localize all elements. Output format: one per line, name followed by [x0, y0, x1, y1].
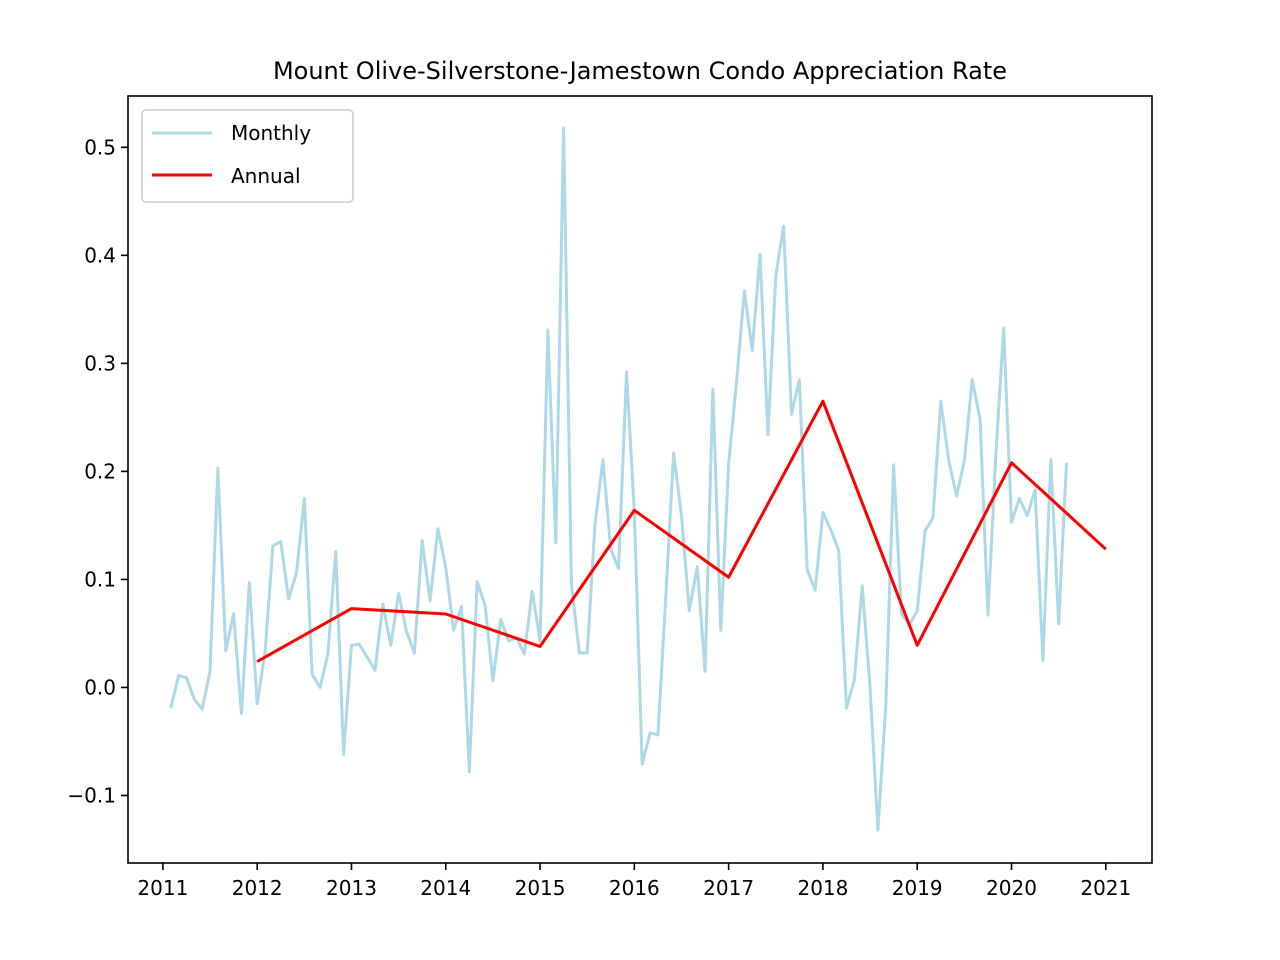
x-tick-label: 2014 — [420, 876, 471, 900]
x-tick-label: 2013 — [326, 876, 377, 900]
y-tick-label: 0.0 — [84, 675, 116, 699]
y-tick-label: 0.2 — [84, 459, 116, 483]
y-tick-label: 0.3 — [84, 351, 116, 375]
series-line-annual — [256, 399, 1107, 663]
plot-frame — [127, 95, 1153, 864]
y-axis: −0.1 0.0 0.1 0.2 0.3 0.4 0.5 — [67, 135, 128, 807]
x-tick-label: 2021 — [1080, 876, 1131, 900]
y-tick-label: 0.5 — [84, 135, 116, 159]
x-tick-label: 2012 — [232, 876, 283, 900]
series-line-monthly — [169, 126, 1068, 832]
y-tick-label: 0.4 — [84, 243, 116, 267]
plot-area — [128, 96, 1152, 863]
x-tick-label: 2011 — [137, 876, 188, 900]
x-axis: 2011 2012 2013 2014 2015 2016 2017 2018 2019 2020… — [137, 863, 1131, 900]
legend: Monthly Annual — [141, 109, 354, 203]
x-tick-label: 2018 — [797, 876, 848, 900]
y-tick-label: −0.1 — [67, 783, 116, 807]
x-tick-label: 2017 — [703, 876, 754, 900]
legend-label-annual: Annual — [231, 164, 301, 188]
x-tick-label: 2020 — [986, 876, 1037, 900]
legend-label-monthly: Monthly — [231, 121, 311, 145]
x-tick-label: 2015 — [515, 876, 566, 900]
y-tick-label: 0.1 — [84, 567, 116, 591]
x-tick-label: 2016 — [609, 876, 660, 900]
chart-title: Mount Olive-Silverstone-Jamestown Condo … — [273, 57, 1007, 85]
x-tick-label: 2019 — [892, 876, 943, 900]
plot-lines — [169, 126, 1107, 832]
